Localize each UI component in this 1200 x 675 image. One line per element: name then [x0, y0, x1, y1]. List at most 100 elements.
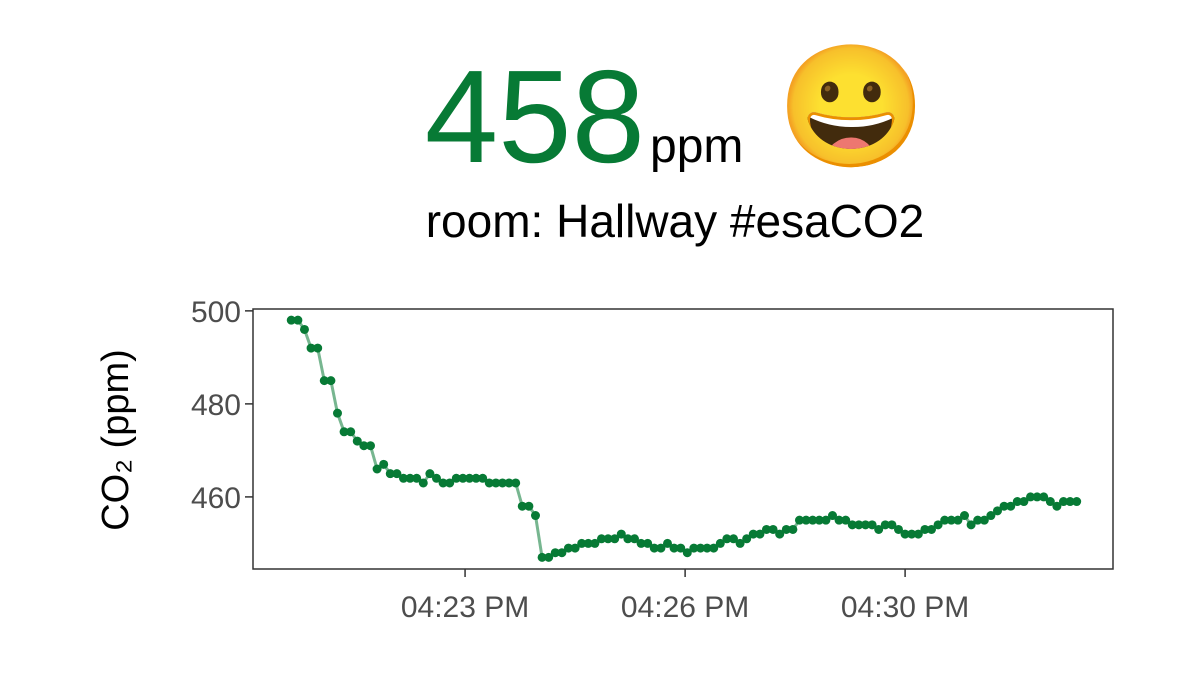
co2-value: 458 [425, 43, 645, 190]
co2-point [669, 543, 679, 553]
co2-point [946, 515, 956, 525]
co2-point [464, 473, 474, 483]
co2-point [603, 534, 613, 544]
co2-point [398, 473, 408, 483]
co2-point [1039, 492, 1049, 502]
co2-point [570, 543, 580, 553]
co2-point [1052, 501, 1062, 511]
co2-point [761, 524, 771, 534]
co2-point [854, 520, 864, 530]
co2-point [577, 538, 587, 548]
co2-point [913, 529, 923, 539]
co2-point [827, 511, 837, 521]
co2-point [590, 538, 600, 548]
co2-point [662, 538, 672, 548]
unit: ppm [650, 120, 743, 173]
co2-point [748, 529, 758, 539]
co2-point [332, 408, 342, 418]
co2-point [425, 469, 435, 479]
co2-point [1065, 497, 1075, 507]
co2-point [352, 436, 362, 446]
co2-point [471, 473, 481, 483]
co2-point [933, 520, 943, 530]
co2-point [524, 501, 534, 511]
co2-point [682, 548, 692, 558]
co2-point [979, 515, 989, 525]
y-axis-label: CO₂ (ppm) [95, 349, 137, 531]
co2-point [372, 464, 382, 474]
co2-point [544, 552, 554, 562]
co2-point [643, 538, 653, 548]
co2-point [953, 515, 963, 525]
co2-point [326, 376, 336, 386]
co2-point [860, 520, 870, 530]
co2-point [497, 478, 507, 488]
co2-point [880, 520, 890, 530]
co2-point [385, 469, 395, 479]
co2-point [834, 515, 844, 525]
co2-point [999, 501, 1009, 511]
co2-point [478, 473, 488, 483]
co2-point [293, 315, 303, 325]
co2-point [920, 524, 930, 534]
co2-point [709, 543, 719, 553]
co2-point [616, 529, 626, 539]
co2-point [907, 529, 917, 539]
co2-point [966, 520, 976, 530]
co2-point [1012, 497, 1022, 507]
emoji: 😀 [777, 40, 926, 174]
co2-point [517, 501, 527, 511]
co2-point [537, 552, 547, 562]
co2-point [412, 473, 422, 483]
co2-point [563, 543, 573, 553]
co2-point [722, 534, 732, 544]
co2-point [874, 524, 884, 534]
co2-point [926, 524, 936, 534]
co2-point [313, 343, 323, 353]
co2-point [986, 511, 996, 521]
co2-point [379, 459, 389, 469]
co2-point [1025, 492, 1035, 502]
co2-point [847, 520, 857, 530]
co2-point [940, 515, 950, 525]
co2-point [695, 543, 705, 553]
co2-point [801, 515, 811, 525]
co2-point [1058, 497, 1068, 507]
co2-point [893, 524, 903, 534]
co2-point [636, 538, 646, 548]
co2-point [491, 478, 501, 488]
co2-point [768, 524, 778, 534]
co2-point [365, 441, 375, 451]
co2-point [794, 515, 804, 525]
co2-point [458, 473, 468, 483]
co2-point [656, 543, 666, 553]
co2-point [418, 478, 428, 488]
co2-point [339, 427, 349, 437]
co2-point [973, 515, 983, 525]
x-tick-label: 04:30 PM [841, 591, 969, 624]
y-tick-label: 480 [191, 389, 241, 422]
y-tick-label: 460 [191, 482, 241, 515]
co2-point [286, 315, 296, 325]
co2-point [959, 511, 969, 521]
co2-point [992, 506, 1002, 516]
co2-point [649, 543, 659, 553]
co2-point [702, 543, 712, 553]
co2-point [742, 534, 752, 544]
co2-point [735, 538, 745, 548]
co2-point [451, 473, 461, 483]
co2-point [438, 478, 448, 488]
co2-point [887, 520, 897, 530]
co2-point [550, 548, 560, 558]
co2-point [445, 478, 455, 488]
co2-point [1019, 497, 1029, 507]
co2-point [1006, 501, 1016, 511]
co2-point [715, 538, 725, 548]
co2-point [511, 478, 521, 488]
co2-point [821, 515, 831, 525]
co2-point [814, 515, 824, 525]
co2-point [583, 538, 593, 548]
co2-point [346, 427, 356, 437]
co2-point [808, 515, 818, 525]
